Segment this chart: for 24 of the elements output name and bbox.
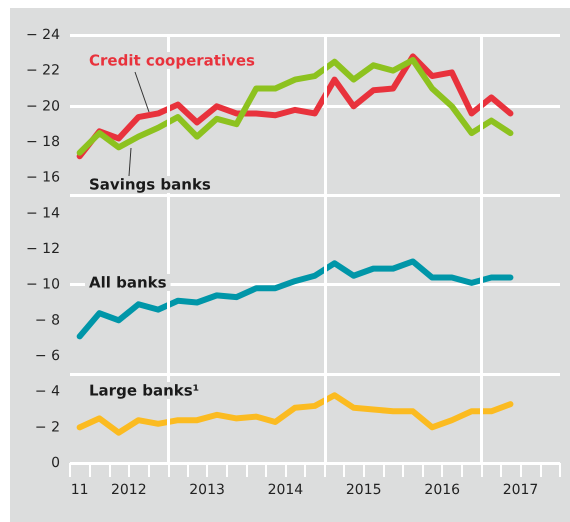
y-tick-label: − 14 bbox=[26, 205, 60, 222]
y-tick-label: − 18 bbox=[26, 134, 60, 150]
y-tick-label: − 6 bbox=[34, 348, 60, 364]
y-tick-label: − 16 bbox=[26, 170, 60, 186]
y-tick-label: 0 bbox=[51, 455, 60, 471]
y-tick-label: − 12 bbox=[26, 241, 60, 257]
x-tick-label: 2015 bbox=[346, 482, 382, 498]
y-tick-label: − 20 bbox=[26, 98, 60, 114]
y-tick-label: − 8 bbox=[34, 312, 60, 328]
text: Credit cooperatives bbox=[89, 52, 256, 70]
y-tick-label: − 2 bbox=[34, 419, 60, 436]
y-tick-label: − 10 bbox=[26, 276, 60, 293]
y-tick-label: − 22 bbox=[26, 62, 60, 79]
x-tick-label: 2017 bbox=[502, 482, 538, 498]
x-tick-label: 2013 bbox=[189, 482, 225, 498]
x-tick-label: 11 bbox=[70, 482, 89, 498]
series-label: All banks bbox=[89, 274, 167, 292]
series-label: Large banks¹ bbox=[89, 382, 200, 400]
series-label: Savings banks bbox=[89, 176, 211, 194]
x-tick-label: 2016 bbox=[424, 482, 460, 498]
x-tick-label: 2014 bbox=[268, 482, 304, 498]
x-tick-label: 2012 bbox=[110, 482, 147, 498]
y-tick-label: − 4 bbox=[34, 384, 60, 400]
y-tick-label: − 24 bbox=[26, 27, 60, 43]
